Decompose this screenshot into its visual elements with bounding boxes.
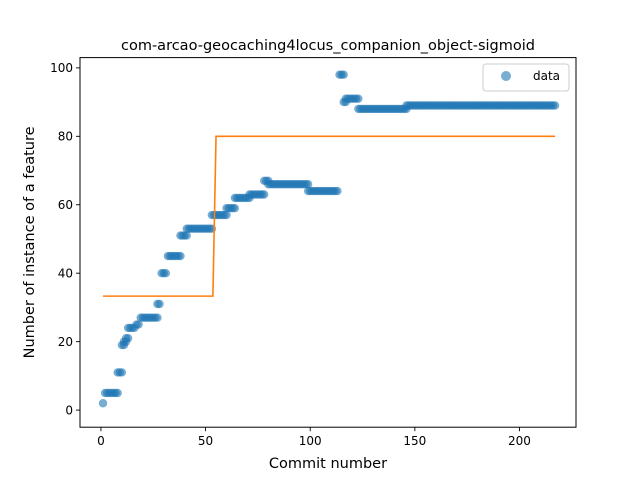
y-tick-label: 40: [58, 266, 73, 280]
data-point: [155, 299, 164, 309]
legend-label: data: [533, 69, 560, 83]
data-point: [339, 70, 348, 79]
data-point: [117, 368, 127, 377]
x-axis-label: Commit number: [269, 456, 387, 472]
x-tick-label: 200: [508, 434, 531, 448]
data-point: [123, 334, 133, 343]
x-tick-label: 100: [299, 434, 322, 448]
y-tick-label: 80: [58, 130, 73, 144]
data-point: [333, 186, 342, 196]
legend-box: [482, 63, 570, 92]
data-point: [113, 388, 122, 398]
data-point: [550, 101, 560, 110]
data-point: [259, 190, 269, 199]
data-point: [182, 231, 191, 240]
plot-area-frame: [79, 57, 577, 428]
fit-line-layer: [103, 135, 556, 297]
x-tick-label: 0: [97, 434, 105, 448]
y-tick-label: 20: [58, 335, 73, 349]
y-tick-label: 60: [58, 198, 73, 212]
legend-marker: [501, 71, 511, 81]
y-axis: 0 20 40 60 80 100: [50, 61, 80, 417]
data-point: [98, 399, 108, 408]
y-tick-label: 0: [65, 403, 73, 417]
data-point: [153, 313, 162, 322]
fit-line: [103, 135, 556, 297]
legend: data: [482, 63, 570, 92]
data-point: [303, 180, 313, 189]
chart-title: com-arcao-geocaching4locus_companion_obj…: [121, 38, 535, 54]
y-tick-label: 100: [50, 61, 73, 75]
data-point: [176, 251, 185, 261]
data-point: [354, 94, 363, 103]
data-points: [98, 70, 560, 408]
data-point: [222, 210, 231, 220]
x-tick-label: 50: [198, 434, 213, 448]
data-point: [230, 203, 240, 213]
y-axis-label: Number of instance of a feature: [22, 126, 38, 358]
x-tick-label: 150: [403, 434, 426, 448]
data-point: [134, 320, 143, 329]
data-point: [161, 269, 171, 278]
x-axis: 0 50 100 150 200: [97, 427, 531, 448]
